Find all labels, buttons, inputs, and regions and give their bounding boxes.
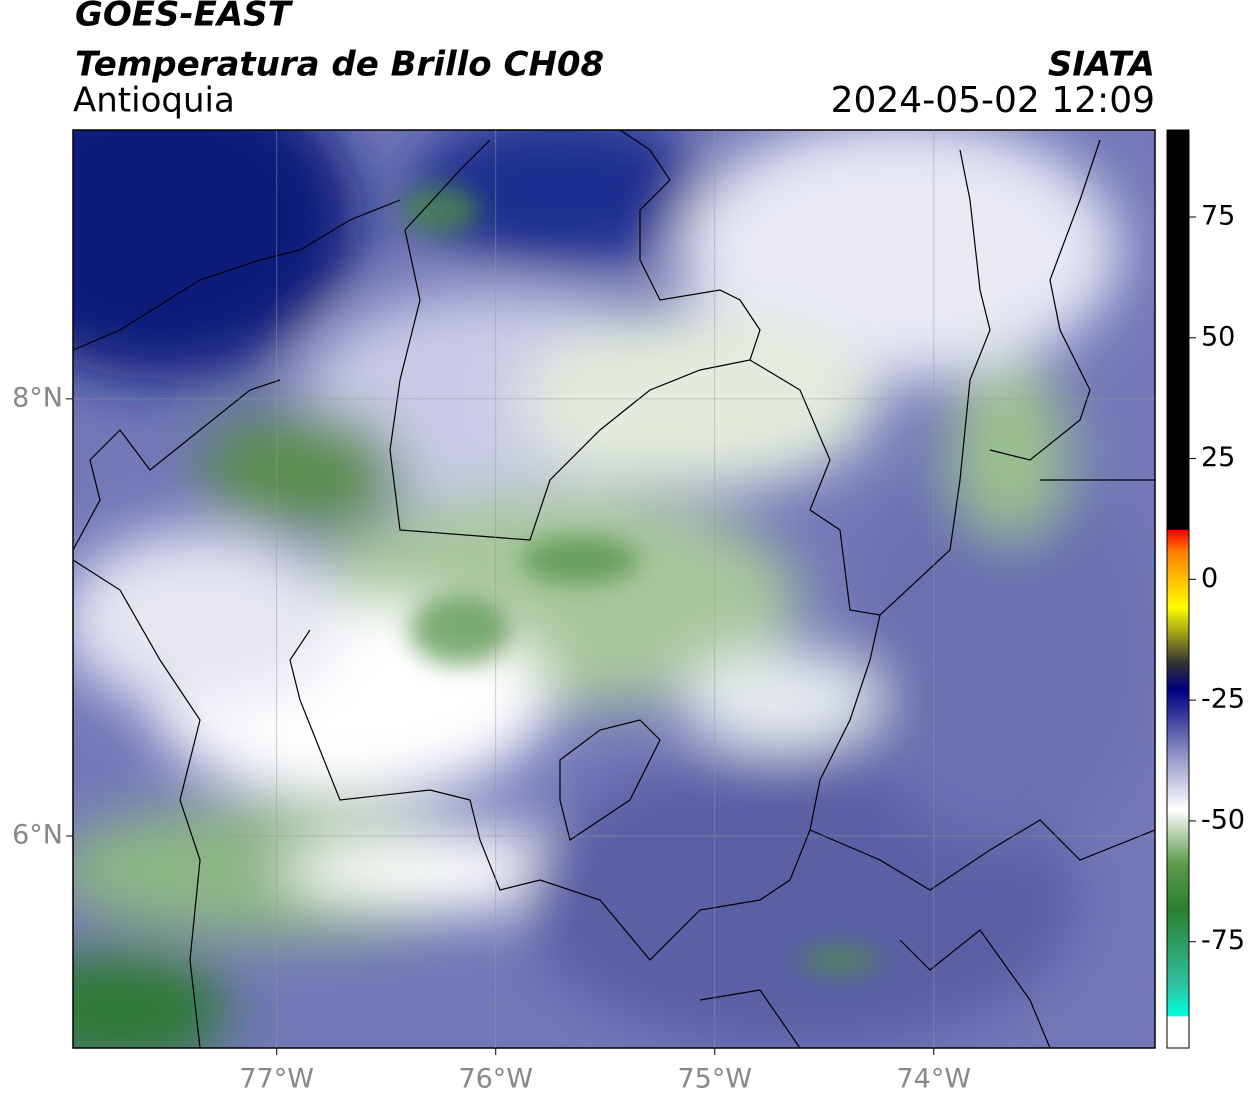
region: Antioquia: [73, 81, 235, 121]
x-tick-label: 75°W: [677, 1064, 752, 1095]
colorbar-tick-label: -25: [1201, 684, 1245, 715]
y-tick-label: 8°N: [12, 382, 63, 413]
colorbar-tick-label: -50: [1201, 804, 1245, 835]
satellite-image: [73, 130, 1155, 1048]
colorbar-tick-label: 50: [1201, 321, 1235, 352]
source: SIATA: [1048, 45, 1155, 85]
colorbar: [1166, 129, 1190, 1049]
x-tick-label: 77°W: [239, 1064, 314, 1095]
datetime: 2024-05-02 12:09: [831, 80, 1155, 121]
colorbar-tick-label: 25: [1201, 442, 1235, 473]
x-tick-label: 76°W: [458, 1064, 533, 1095]
subtitle: Temperatura de Brillo CH08: [75, 45, 604, 85]
colorbar-tick-label: 0: [1201, 563, 1218, 594]
x-tick-label: 74°W: [897, 1064, 972, 1095]
boundaries: [72, 129, 1156, 1049]
colorbar-tick-label: 75: [1201, 200, 1235, 231]
colorbar-tick-label: -75: [1201, 925, 1245, 956]
title: GOES-EAST: [75, 0, 294, 35]
map-frame: [72, 129, 1156, 1049]
y-tick-label: 6°N: [12, 819, 63, 850]
